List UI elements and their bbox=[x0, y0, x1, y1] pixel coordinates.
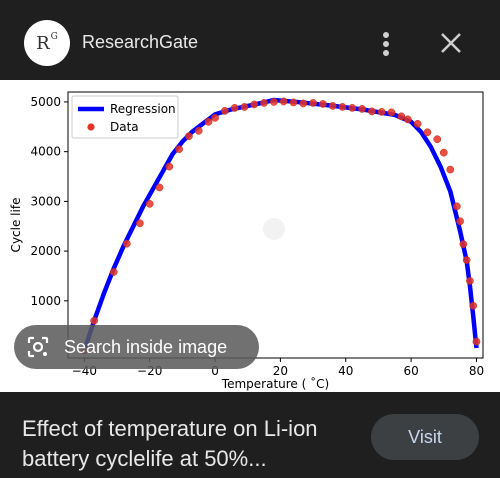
data-point bbox=[230, 104, 239, 112]
data-point bbox=[136, 219, 144, 228]
data-point bbox=[240, 103, 249, 111]
data-point bbox=[279, 97, 288, 106]
logo-letter: R bbox=[36, 32, 50, 54]
data-point bbox=[155, 183, 164, 192]
data-point bbox=[453, 202, 461, 211]
data-point bbox=[348, 104, 357, 112]
data-point bbox=[469, 301, 478, 310]
y-tick-label: 4000 bbox=[30, 145, 61, 159]
data-point bbox=[165, 162, 174, 171]
data-point bbox=[328, 102, 337, 110]
data-point bbox=[90, 316, 98, 325]
legend-data-swatch bbox=[87, 123, 95, 131]
site-name[interactable]: ResearchGate bbox=[82, 32, 199, 52]
data-point bbox=[204, 117, 213, 126]
search-inside-image-button[interactable]: Search inside image bbox=[14, 325, 259, 369]
data-point bbox=[122, 239, 131, 248]
data-point bbox=[462, 256, 471, 264]
data-point bbox=[319, 100, 327, 108]
data-point bbox=[299, 99, 308, 108]
result-caption[interactable]: Effect of temperature on Li-ion battery … bbox=[22, 416, 318, 471]
data-point bbox=[185, 132, 193, 141]
x-tick-label: 0 bbox=[211, 364, 219, 378]
x-axis-label: Temperature ( ˚C) bbox=[221, 376, 329, 391]
data-point bbox=[403, 115, 412, 124]
data-point bbox=[456, 217, 464, 226]
y-tick-label: 3000 bbox=[30, 194, 61, 208]
data-point bbox=[221, 107, 229, 115]
y-tick-label: 5000 bbox=[30, 95, 61, 109]
data-point bbox=[387, 108, 396, 117]
data-point bbox=[250, 100, 259, 109]
visit-button[interactable]: Visit bbox=[371, 414, 479, 460]
logo-superscript: G bbox=[50, 32, 58, 42]
data-point bbox=[358, 105, 366, 113]
data-point bbox=[309, 99, 317, 107]
data-point bbox=[109, 268, 118, 276]
x-tick-label: 60 bbox=[403, 364, 418, 378]
data-point bbox=[194, 126, 203, 135]
data-point bbox=[377, 108, 386, 116]
close-icon bbox=[441, 33, 461, 53]
data-point bbox=[368, 107, 376, 116]
x-tick-label: 20 bbox=[273, 364, 288, 378]
data-point bbox=[260, 99, 268, 107]
data-point bbox=[211, 114, 219, 122]
data-point bbox=[423, 128, 432, 137]
more-vert-icon bbox=[383, 32, 389, 56]
data-point bbox=[413, 119, 422, 128]
data-point bbox=[270, 98, 278, 106]
data-point bbox=[175, 145, 183, 154]
data-point bbox=[466, 277, 474, 285]
data-point bbox=[472, 337, 481, 346]
legend-box bbox=[71, 95, 179, 139]
lens-search-icon bbox=[24, 333, 52, 361]
data-point bbox=[433, 135, 442, 144]
data-point bbox=[459, 240, 468, 248]
x-tick-label: 40 bbox=[338, 364, 353, 378]
search-inside-image-label: Search inside image bbox=[64, 336, 228, 357]
plot-frame bbox=[67, 91, 484, 359]
data-point bbox=[439, 148, 448, 157]
data-point bbox=[338, 103, 347, 111]
y-axis-label: Cycle life bbox=[9, 198, 23, 253]
close-button[interactable] bbox=[434, 26, 468, 60]
more-options-button[interactable] bbox=[372, 28, 400, 60]
legend-regression-label: Regression bbox=[110, 102, 176, 116]
legend-data-label: Data bbox=[110, 120, 139, 134]
data-point bbox=[145, 200, 154, 208]
data-point bbox=[397, 112, 406, 121]
y-tick-label: 1000 bbox=[30, 294, 61, 308]
x-tick-label: 80 bbox=[469, 364, 484, 378]
data-point bbox=[289, 98, 298, 107]
y-tick-label: 2000 bbox=[30, 244, 61, 258]
lens-focus-dot bbox=[263, 218, 285, 240]
data-point bbox=[446, 165, 455, 174]
